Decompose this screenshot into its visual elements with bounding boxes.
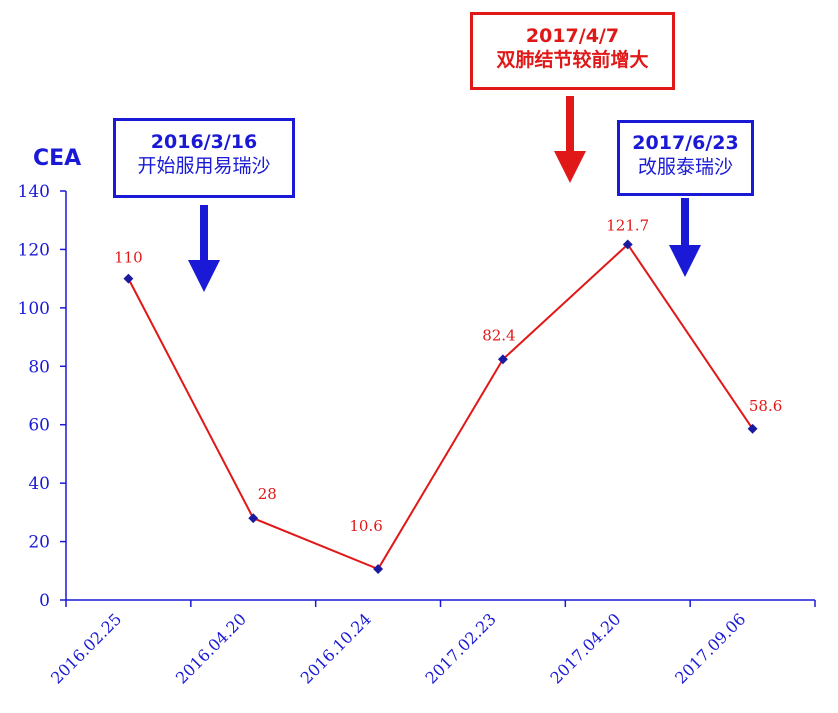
data-label: 58.6 — [749, 397, 782, 415]
x-tick-label: 2017.09.06 — [671, 609, 749, 687]
annotation-box-3: 2017/6/23 改服泰瑞沙 — [617, 120, 754, 196]
x-tick-label: 2016.04.20 — [172, 609, 250, 687]
data-point — [248, 513, 259, 524]
x-tick-label: 2017.04.20 — [546, 609, 624, 687]
x-tick-label: 2017.02.23 — [422, 609, 500, 687]
y-tick-label: 20 — [28, 533, 50, 553]
annotation-text-2: 双肺结节较前增大 — [496, 48, 649, 71]
y-tick-label: 60 — [28, 416, 50, 436]
y-axis-label: CEA — [33, 146, 82, 171]
data-label: 28 — [258, 485, 277, 503]
y-tick-label: 80 — [28, 357, 50, 377]
annotation-text-3: 改服泰瑞沙 — [637, 155, 733, 178]
data-label: 110 — [114, 249, 143, 267]
data-label: 10.6 — [349, 517, 382, 535]
y-tick-label: 140 — [18, 182, 50, 202]
x-tick-label: 2016.02.25 — [47, 609, 125, 687]
x-tick-label: 2016.10.24 — [297, 609, 375, 687]
y-tick-label: 0 — [39, 591, 50, 611]
series-polyline — [127, 242, 754, 571]
data-labels: 110 28 10.6 82.4 121.7 58.6 — [114, 216, 782, 535]
data-point — [622, 239, 633, 250]
series-line — [123, 239, 758, 574]
data-point — [497, 354, 508, 365]
annotation-date-2: 2017/4/7 — [525, 25, 620, 47]
data-point — [123, 273, 134, 284]
y-tick-label: 120 — [18, 240, 50, 260]
data-point — [373, 564, 384, 574]
annotation-box-2: 2017/4/7 双肺结节较前增大 — [470, 12, 675, 90]
data-label: 82.4 — [482, 326, 515, 344]
annotation-box-1: 2016/3/16 开始服用易瑞沙 — [113, 118, 295, 198]
annotation-date-3: 2017/6/23 — [632, 132, 739, 154]
y-tick-label: 100 — [18, 299, 50, 319]
annotation-text-1: 开始服用易瑞沙 — [137, 154, 271, 177]
annotation-date-1: 2016/3/16 — [150, 131, 258, 153]
data-label: 121.7 — [606, 216, 649, 234]
data-point — [747, 423, 758, 434]
y-tick-label: 40 — [28, 474, 50, 494]
